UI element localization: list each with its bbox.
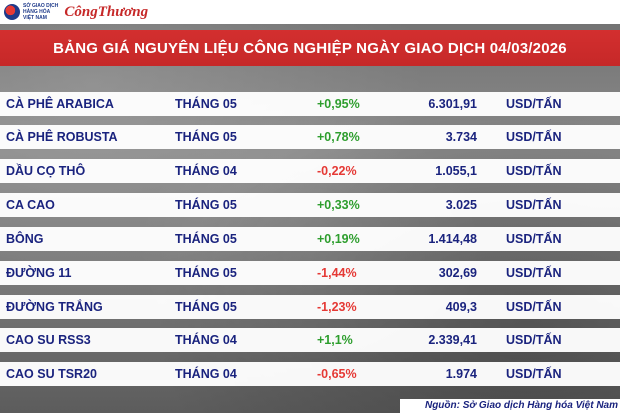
price-change: +1,1% [317,333,353,347]
price-change: -1,23% [317,300,357,314]
commodity-name: CAO SU RSS3 [6,333,91,347]
price-value: 3.025 [445,198,477,212]
price-change: -0,65% [317,367,357,381]
table-row: DẦU CỌ THÔ THÁNG 04 -0,22% 1.055,1 USD/TẤN [0,159,620,183]
commodity-name: CAO SU TSR20 [6,367,97,381]
page-title: BẢNG GIÁ NGUYÊN LIỆU CÔNG NGHIỆP NGÀY GI… [53,39,567,57]
brand-logo: CôngThương [64,3,149,20]
price-change: -0,22% [317,164,357,178]
price-value: 1.974 [445,367,477,381]
commodity-name: BÔNG [6,232,44,246]
contract-month: THÁNG 05 [175,198,237,212]
table-row: CÀ PHÊ ARABICA THÁNG 05 +0,95% 6.301,91 USD/… [0,92,620,116]
price-value: 3.734 [445,130,477,144]
price-unit: USD/TẤN [506,97,562,111]
price-change: -1,44% [317,266,357,280]
commodity-name: CÀ PHÊ ROBUSTA [6,130,118,144]
exchange-logo-line: VIỆT NAM [23,15,47,21]
table-row: ĐƯỜNG 11 THÁNG 05 -1,44% 302,69 USD/TẤN [0,261,620,285]
price-unit: USD/TẤN [506,130,562,144]
source-note: Nguồn: Sở Giao dịch Hàng hóa Việt Nam [400,399,620,413]
commodity-name: ĐƯỜNG 11 [6,266,72,280]
price-unit: USD/TẤN [506,232,562,246]
contract-month: THÁNG 05 [175,300,237,314]
price-change: +0,19% [317,232,360,246]
contract-month: THÁNG 05 [175,97,237,111]
exchange-logo: SỞ GIAO DỊCH HÀNG HÓA VIỆT NAM [4,3,58,21]
contract-month: THÁNG 05 [175,266,237,280]
table-row: CA CAO THÁNG 05 +0,33% 3.025 USD/TẤN [0,193,620,217]
price-unit: USD/TẤN [506,300,562,314]
price-change: +0,33% [317,198,360,212]
price-change: +0,78% [317,130,360,144]
price-unit: USD/TẤN [506,333,562,347]
price-unit: USD/TẤN [506,198,562,212]
exchange-logo-line: HÀNG HÓA [23,9,51,15]
price-value: 302,69 [438,266,477,280]
price-value: 409,3 [445,300,477,314]
table-row: BÔNG THÁNG 05 +0,19% 1.414,48 USD/TẤN [0,227,620,251]
table-row: CAO SU RSS3 THÁNG 04 +1,1% 2.339,41 USD/TẤN [0,328,620,352]
price-unit: USD/TẤN [506,164,562,178]
commodity-name: DẦU CỌ THÔ [6,164,86,178]
commodity-name: CA CAO [6,198,55,212]
contract-month: THÁNG 04 [175,333,237,347]
price-unit: USD/TẤN [506,367,562,381]
price-unit: USD/TẤN [506,266,562,280]
exchange-logo-line: SỞ GIAO DỊCH [23,3,59,9]
contract-month: THÁNG 05 [175,130,237,144]
price-value: 6.301,91 [428,97,477,111]
price-value: 1.414,48 [428,232,477,246]
price-change: +0,95% [317,97,360,111]
logo-bar: SỞ GIAO DỊCH HÀNG HÓA VIỆT NAM CôngThươn… [0,0,620,24]
table-row: CAO SU TSR20 THÁNG 04 -0,65% 1.974 USD/TẤN [0,362,620,386]
table-row: ĐƯỜNG TRẮNG THÁNG 05 -1,23% 409,3 USD/TẤN [0,295,620,319]
contract-month: THÁNG 05 [175,232,237,246]
commodity-name: CÀ PHÊ ARABICA [6,97,114,111]
title-banner: BẢNG GIÁ NGUYÊN LIỆU CÔNG NGHIỆP NGÀY GI… [0,30,620,66]
table-row: CÀ PHÊ ROBUSTA THÁNG 05 +0,78% 3.734 USD/TẤN [0,125,620,149]
contract-month: THÁNG 04 [175,367,237,381]
exchange-logo-icon [4,4,20,20]
commodity-name: ĐƯỜNG TRẮNG [6,300,103,314]
price-value: 2.339,41 [428,333,477,347]
price-value: 1.055,1 [435,164,477,178]
contract-month: THÁNG 04 [175,164,237,178]
